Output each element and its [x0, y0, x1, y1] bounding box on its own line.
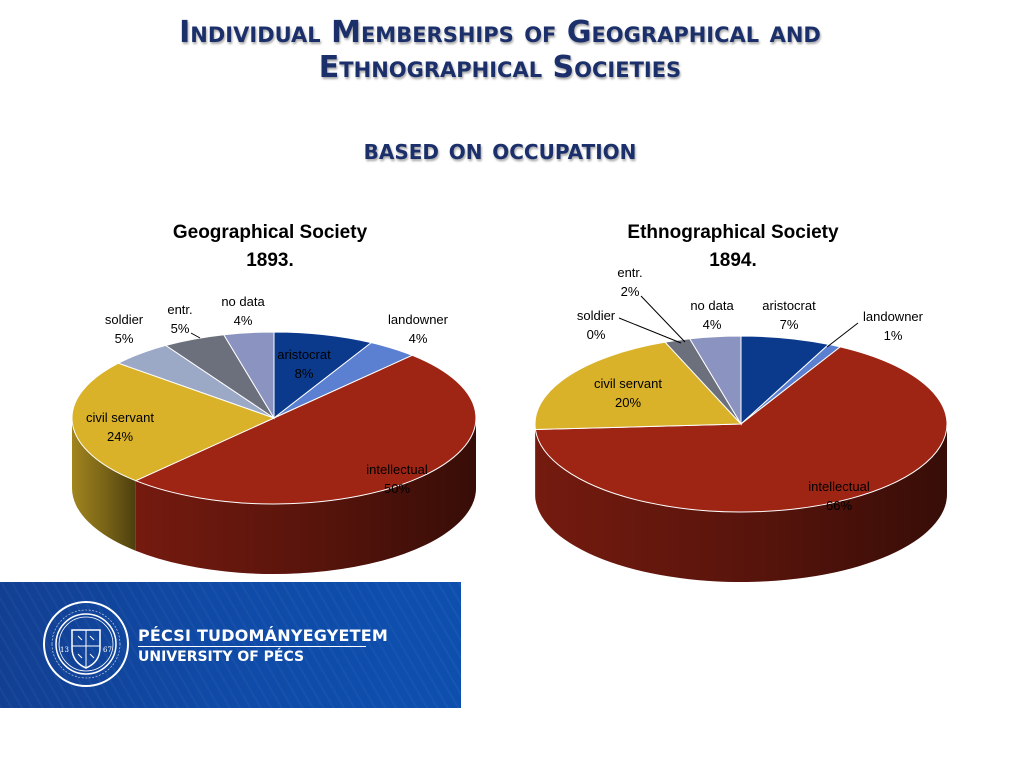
data-label-value: 5%: [171, 321, 190, 336]
data-label-name: soldier: [105, 312, 144, 327]
leader-line-entr: [190, 332, 201, 339]
data-label-value: 4%: [234, 313, 253, 328]
data-label-soldier: soldier 5%: [105, 312, 144, 346]
university-name-en: UNIVERSITY OF PÉCS: [138, 649, 305, 665]
seal-year-left: 13: [60, 646, 69, 654]
data-label-name: aristocrat: [762, 298, 816, 313]
pie-slice-intellectual: [134, 354, 477, 505]
data-label-name: no data: [690, 298, 734, 313]
university-name-hu: PÉCSI TUDOMÁNYEGYETEM: [138, 626, 389, 645]
data-label-name: soldier: [577, 308, 616, 323]
data-label-landowner: landowner 1%: [863, 309, 924, 343]
data-label-value: 4%: [703, 317, 722, 332]
chart-subtitle: 1894.: [709, 250, 757, 271]
data-label-value: 50%: [384, 481, 410, 496]
university-seal-icon: 13 67: [43, 601, 129, 687]
data-label-intellectual: intellectual 66%: [808, 479, 870, 513]
chart-title: Ethnographical Society: [627, 222, 839, 243]
data-label-value: 2%: [621, 284, 640, 299]
data-label-landowner: landowner 4%: [388, 312, 449, 346]
data-label-value: 66%: [826, 498, 852, 513]
data-label-name: no data: [221, 294, 265, 309]
data-label-entr: entr. 5%: [167, 302, 192, 336]
seal-year-right: 67: [103, 646, 112, 654]
pie-slice-intellectual: [534, 346, 948, 513]
chart-title: Geographical Society: [173, 222, 368, 243]
pie-side-shade-civil-servant: [72, 418, 136, 551]
data-label-entr: entr. 2%: [617, 265, 642, 299]
data-label-aristocrat: aristocrat 8%: [277, 347, 331, 381]
data-label-value: 0%: [587, 327, 606, 342]
data-label-value: 1%: [884, 328, 903, 343]
data-label-no-data: no data 4%: [690, 298, 734, 332]
pie-charts: Geographical Society 1893. aristocrat 8% lan…: [71, 222, 948, 582]
data-label-name: landowner: [388, 312, 449, 327]
leader-line-soldier: [618, 317, 682, 344]
pie-side-shade-intellectual: [135, 418, 476, 574]
data-label-civil-servant: civil servant 24%: [86, 410, 154, 444]
data-label-name: landowner: [863, 309, 924, 324]
slide-title-line2: Ethnographical Societies: [318, 49, 682, 85]
pie-slice-civil-servant: [534, 341, 743, 431]
data-label-soldier: soldier 0%: [577, 308, 616, 342]
data-label-civil-servant: civil servant 20%: [594, 376, 662, 410]
data-label-value: 7%: [780, 317, 799, 332]
pie-sides: [72, 418, 476, 574]
logo-divider: [138, 646, 366, 647]
slide-title: Individual Memberships of Geographical a…: [0, 15, 1000, 85]
data-label-no-data: no data 4%: [221, 294, 265, 328]
pie-chart-1: Geographical Society 1893. aristocrat 8% lan…: [71, 222, 477, 574]
data-label-name: aristocrat: [277, 347, 331, 362]
pie-top: [534, 335, 948, 513]
data-label-value: 5%: [115, 331, 134, 346]
data-label-value: 4%: [409, 331, 428, 346]
pie-chart-2: Ethnographical Society 1894. aristocrat 7% l…: [534, 222, 948, 582]
data-label-name: entr.: [617, 265, 642, 280]
chart-subtitle: 1893.: [246, 250, 294, 271]
data-label-name: civil servant: [86, 410, 154, 425]
data-label-value: 24%: [107, 429, 133, 444]
slide-title-line1: Individual Memberships of Geographical a…: [179, 15, 821, 50]
data-label-aristocrat: aristocrat 7%: [762, 298, 816, 332]
pie-slice-civil-servant: [71, 362, 276, 482]
pie-slice-no-data: [688, 335, 742, 426]
data-label-name: civil servant: [594, 376, 662, 391]
data-label-name: intellectual: [366, 462, 428, 477]
pie-sides: [535, 424, 947, 582]
leader-line-entr: [640, 295, 686, 343]
university-logo-band: 13 67 PÉCSI TUDOMÁNYEGYETEM UNIVERSITY O…: [0, 582, 461, 708]
pie-top: [71, 331, 477, 505]
data-label-name: entr.: [167, 302, 192, 317]
pie-slice-no-data: [222, 331, 275, 420]
leader-line-landowner: [826, 322, 859, 348]
pie-side-shade-intellectual: [535, 424, 947, 582]
data-label-name: intellectual: [808, 479, 870, 494]
data-label-value: 20%: [615, 395, 641, 410]
slide-subtitle: based on occupation: [363, 133, 637, 166]
data-label-value: 8%: [295, 366, 314, 381]
pie-slice-aristocrat: [273, 331, 373, 420]
data-label-intellectual: intellectual 50%: [366, 462, 428, 496]
